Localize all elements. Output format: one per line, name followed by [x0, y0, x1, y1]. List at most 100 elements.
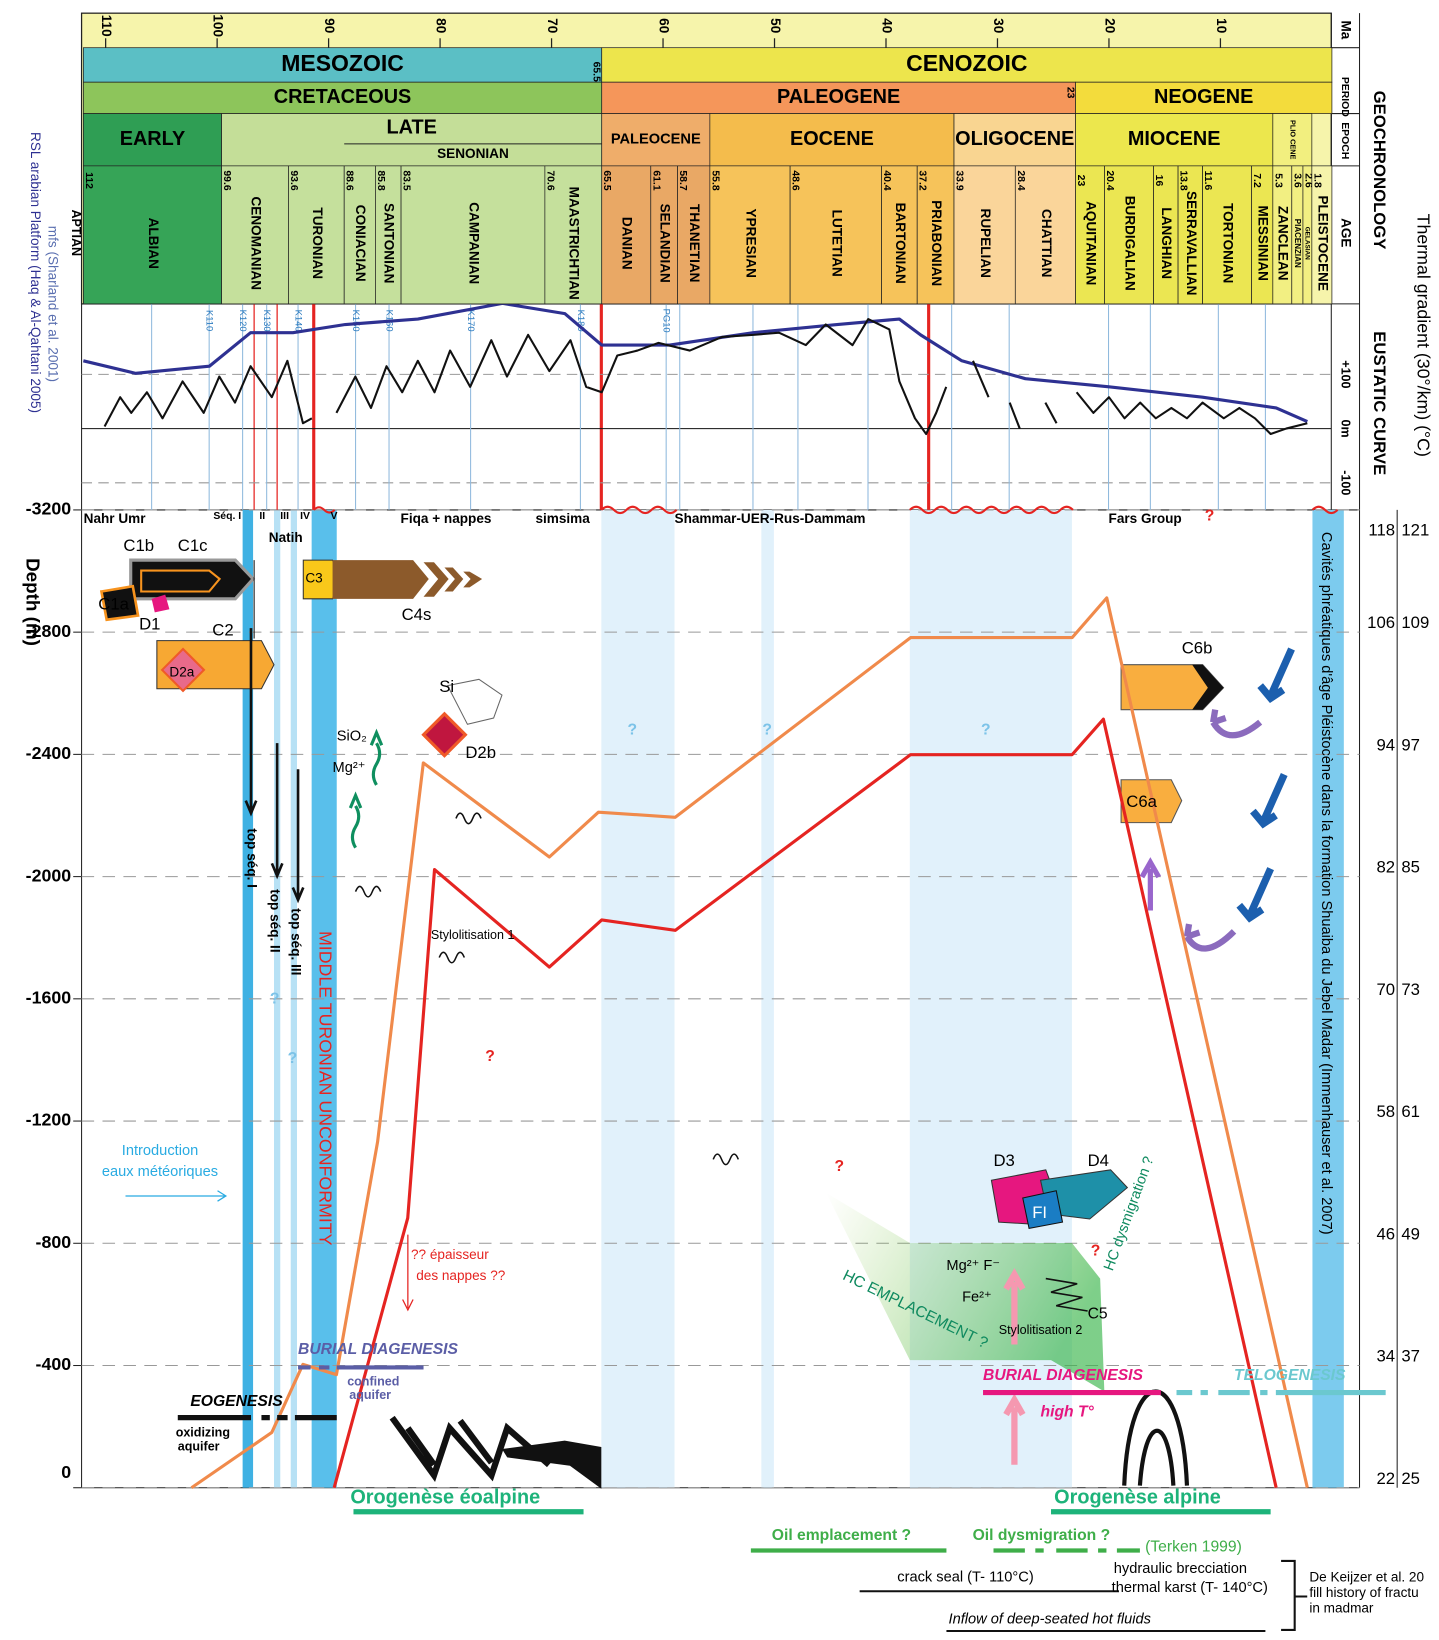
- stage-label: BURDIGALIAN: [1122, 196, 1137, 291]
- thermal-label: 37: [1401, 1347, 1420, 1366]
- label: D4: [1088, 1151, 1109, 1170]
- stage-label: CHATTIAN: [1039, 209, 1054, 277]
- age-label: 20.4: [1104, 170, 1115, 191]
- stage-label: AQUITANIAN: [1083, 201, 1098, 285]
- mfs-label: K130: [262, 310, 273, 332]
- mfs-label: K120: [238, 310, 249, 332]
- diagenesis: BURIAL DIAGENESIS: [983, 1367, 1143, 1384]
- epoch-label: PALEOCENE: [611, 132, 701, 148]
- label: Mg²⁺ F⁻: [946, 1258, 1000, 1274]
- stage-label: CENOMANIAN: [248, 196, 263, 290]
- bars: [177, 1365, 1386, 1633]
- time-cell: [1202, 165, 1253, 305]
- age-label: 83.5: [401, 170, 412, 191]
- label: C5: [1088, 1305, 1108, 1322]
- stylolite: [354, 812, 1088, 1312]
- stage-label: SANTONIAN: [382, 203, 397, 283]
- age-label: 85.8: [375, 170, 386, 191]
- time-cell: [601, 47, 1333, 83]
- stage-label: PIACENZIAN: [1293, 219, 1302, 268]
- aptian-label: APTIAN: [69, 209, 83, 256]
- period-label: PALEOGENE: [777, 86, 900, 108]
- label: C1b: [123, 536, 154, 555]
- annotations: Nahr Umr Séq. I II III IV V Natih Fiqa +…: [84, 507, 1425, 1627]
- time-cell: [1075, 81, 1333, 114]
- sequence: II: [259, 511, 265, 522]
- label: aquifer: [349, 1388, 391, 1402]
- time-cell: [916, 165, 955, 305]
- question: ?: [835, 1158, 845, 1175]
- question: ?: [1091, 1243, 1101, 1260]
- epoch-label: LATE: [386, 116, 436, 138]
- y-tick-label: +100: [1339, 360, 1353, 388]
- label: Stylolitisation 1: [431, 928, 515, 942]
- orogeny: Orogenèse alpine: [1054, 1486, 1221, 1508]
- thermal-label: 61: [1401, 1102, 1420, 1121]
- diagenesis: TELOGENESIS: [1234, 1367, 1346, 1384]
- age-label: 48.6: [790, 170, 801, 191]
- row-label: AGE: [1338, 218, 1353, 247]
- stage-label: ALBIAN: [146, 218, 161, 269]
- age-label: 7.2: [1251, 173, 1262, 188]
- row-label: EPOCH: [1339, 122, 1350, 159]
- formation: Fars Group: [1109, 511, 1182, 526]
- formation: simsima: [535, 511, 590, 526]
- label: SiO₂: [337, 729, 367, 745]
- eustatic-title: EUSTATIC CURVE: [1370, 331, 1389, 475]
- reference: fill history of fractu: [1309, 1585, 1418, 1600]
- label: Oil dysmigration ?: [973, 1527, 1111, 1544]
- stage-label: GELASIAN: [1304, 227, 1311, 260]
- time-cell: [1311, 165, 1333, 305]
- question: ?: [762, 722, 772, 739]
- thermal-label: 118: [1368, 520, 1395, 539]
- fluid-bar: [859, 1559, 1308, 1633]
- sequence: Séq. I: [213, 511, 241, 522]
- icon-d2a: [160, 647, 206, 693]
- age-label: 55.8: [709, 170, 720, 191]
- icons: [99, 558, 1295, 1489]
- stage-label: CAMPANIAN: [466, 202, 481, 284]
- label: D1: [139, 614, 160, 633]
- label: Mg²⁺: [333, 760, 366, 776]
- icon-c4s: [332, 560, 429, 599]
- arrow: [1183, 709, 1263, 952]
- label: Fe²⁺: [962, 1289, 992, 1305]
- thermal-label: 22: [1376, 1469, 1395, 1488]
- time-cell: [1153, 165, 1179, 305]
- thermal-label: 109: [1401, 613, 1429, 632]
- label: aquifer: [178, 1439, 220, 1453]
- age-label: 11.6: [1202, 171, 1213, 191]
- label: confined: [347, 1374, 399, 1388]
- sequence-top: top séq. II: [267, 889, 282, 952]
- label: Inflow of deep-seated hot fluids: [949, 1611, 1152, 1627]
- question: ?: [288, 1050, 298, 1067]
- y-tick-label: -2000: [26, 865, 72, 885]
- unconformity-wave: [312, 505, 1339, 515]
- axes: MESOZOIC CENOZOIC CRETACEOUS PALEOGENE NEOGE…: [26, 14, 1429, 1489]
- label: oxidizing: [176, 1426, 230, 1440]
- age-label: 58.7: [677, 170, 688, 191]
- stage-label: SELANDIAN: [658, 204, 673, 283]
- y-tick-label: -2400: [26, 743, 72, 763]
- icon-c1a: [99, 584, 140, 622]
- stage-label: PLEISTOCENE: [1315, 195, 1330, 291]
- y-tick-label: -1200: [26, 1110, 72, 1130]
- epoch-label: PLIO CENE: [1288, 120, 1297, 160]
- label: hydraulic brecciation: [1114, 1561, 1247, 1577]
- orogeny: Orogenèse éoalpine: [350, 1486, 540, 1508]
- mfs-label: K150: [351, 310, 362, 332]
- band: [761, 509, 774, 1488]
- time-cell: [1014, 165, 1076, 305]
- formation: Natih: [269, 530, 303, 545]
- thermal-label: 46: [1376, 1224, 1395, 1243]
- arrow: [402, 1234, 414, 1312]
- icon-anticline: [1122, 1389, 1190, 1486]
- icon-c6b: [1192, 664, 1224, 710]
- label: C2: [212, 621, 233, 640]
- thermal-label: 97: [1401, 735, 1420, 754]
- time-cell: [881, 165, 918, 305]
- mfs-label: K170: [466, 310, 477, 332]
- curves: [190, 596, 1309, 1490]
- epoch-label: EARLY: [120, 128, 185, 150]
